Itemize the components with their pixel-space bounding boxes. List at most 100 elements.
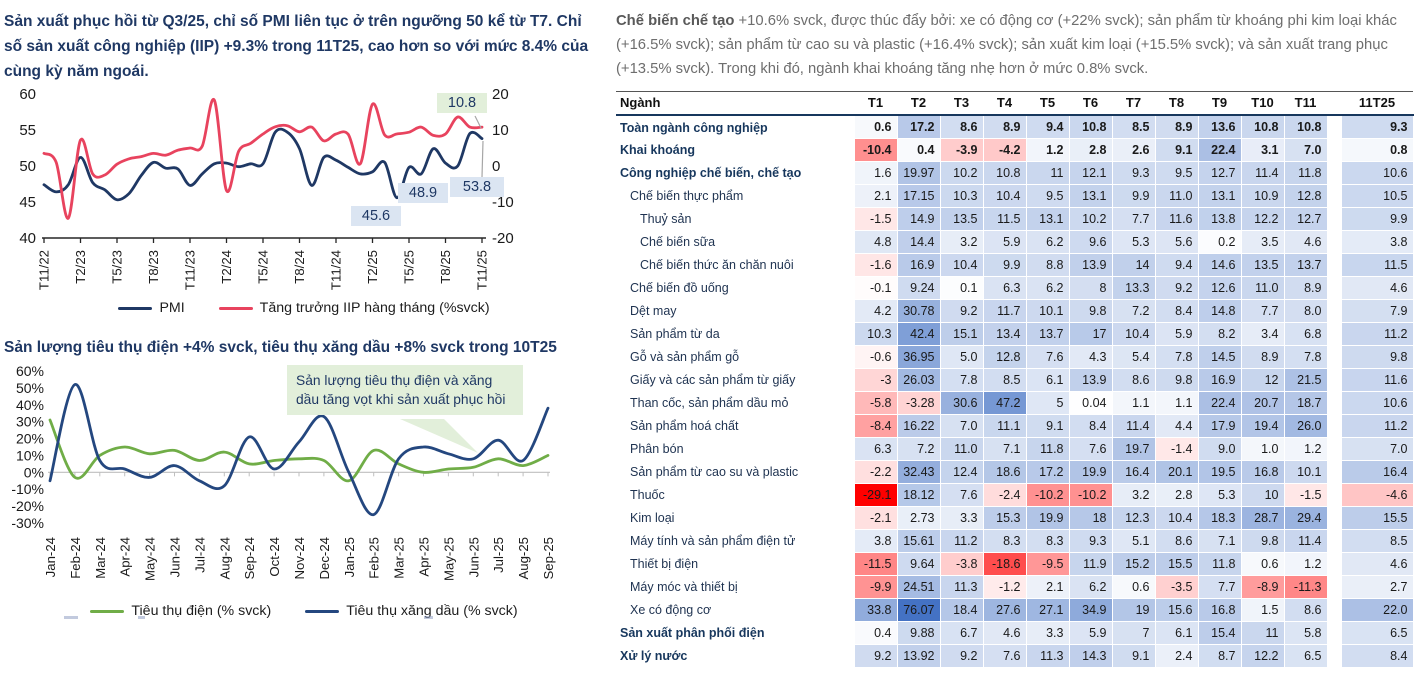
heat-cell: 9.2 <box>939 644 984 669</box>
paragraph-lead: Chế biến chế tạo <box>616 13 735 29</box>
pmi-iip-legend: PMI Tăng trưởng IIP hàng tháng (%svck) <box>0 300 608 316</box>
clipped-source-text <box>64 616 78 620</box>
axis-tick-label: May-25 <box>441 537 456 581</box>
table-row: Sản xuất phân phối điện 0.4 9.88 6.7 4.6 3.3 5… <box>616 621 1414 646</box>
heat-cell: 14.3 <box>1068 644 1113 669</box>
heat-cell: 3.2 <box>939 230 984 255</box>
heat-cell: 7.1 <box>1197 529 1242 554</box>
table-row: Phân bón 6.3 7.2 11.0 7.1 11.8 7.6 19.7 -1.4 9.0 1… <box>616 437 1414 462</box>
spacer-cell <box>1327 460 1341 484</box>
axis-tick-label: Mar-25 <box>392 537 407 579</box>
heat-cell: -3.8 <box>939 552 984 577</box>
heat-cell: 7.7 <box>1197 575 1242 600</box>
heat-cell: 10.9 <box>1240 184 1285 209</box>
heat-cell: 30.6 <box>939 391 984 416</box>
heat-cell: 19.9 <box>1068 460 1113 485</box>
axis-tick-label: T11/24 <box>329 250 344 290</box>
heat-cell: 15.6 <box>1154 598 1199 623</box>
heat-cell: -4.2 <box>982 138 1027 163</box>
heat-cell: 0.4 <box>896 138 941 163</box>
row-label: Giấy và các sản phẩm từ giấy <box>630 373 796 388</box>
spacer-cell <box>1327 368 1341 392</box>
heat-cell: -1.5 <box>853 207 898 232</box>
heat-cell: 7.6 <box>1025 345 1070 370</box>
spacer-cell <box>1327 391 1341 415</box>
heat-cell: 12.2 <box>1240 644 1285 669</box>
energy-legend: Tiêu thụ điện (% svck) Tiêu thụ xăng dầu … <box>0 603 608 619</box>
heat-cell: 10.4 <box>1154 506 1199 531</box>
axis-tick-label: Dec-24 <box>317 537 332 580</box>
axis-tick-label: Jan-25 <box>342 537 357 577</box>
heat-cell: 8.5 <box>1111 114 1156 140</box>
heat-cell: 1.5 <box>1240 598 1285 623</box>
heat-cell: 8.6 <box>1283 598 1328 623</box>
axis-tick-label: T2/24 <box>219 250 234 284</box>
spacer-cell <box>1327 115 1341 139</box>
total-cell: 0.8 <box>1340 138 1414 163</box>
spacer-cell <box>1327 161 1341 185</box>
clipped-source-text <box>424 616 433 620</box>
axis-tick-label: Feb-25 <box>367 537 382 579</box>
heat-cell: 9.88 <box>896 621 941 646</box>
heat-cell: 5.1 <box>1111 529 1156 554</box>
electricity-line <box>48 418 550 483</box>
heat-cell: 5.6 <box>1154 230 1199 255</box>
heat-cell: 0.6 <box>1240 552 1285 577</box>
heat-cell: 8.6 <box>1111 368 1156 393</box>
heat-cell: 0.6 <box>853 114 898 140</box>
total-cell: 9.8 <box>1340 345 1414 370</box>
gasoline-line <box>48 383 550 517</box>
heat-cell: 18.4 <box>939 598 984 623</box>
heat-cell: -10.4 <box>853 138 898 163</box>
total-cell: 7.0 <box>1340 437 1414 462</box>
pmi-iip-chart-title: Sản xuất phục hồi từ Q3/25, chỉ số PMI l… <box>4 13 589 80</box>
row-label: Toàn ngành công nghiệp <box>620 120 768 135</box>
row-label: Máy tính và sản phẩm điện tử <box>630 534 796 549</box>
total-cell: 3.8 <box>1340 230 1414 255</box>
heat-cell: 8.0 <box>1283 299 1328 324</box>
annotation-connector <box>481 141 484 178</box>
column-header: T7 <box>1112 91 1155 117</box>
heat-cell: 8.3 <box>982 529 1027 554</box>
axis-tick-label: Apr-24 <box>118 537 133 577</box>
heat-cell: 9.1 <box>1154 138 1199 163</box>
heat-cell: 3.2 <box>1111 483 1156 508</box>
annotation-pmi-apr25: 45.6 <box>351 206 401 227</box>
heat-cell: 19.5 <box>1197 460 1242 485</box>
heat-cell: 7.0 <box>1283 138 1328 163</box>
heat-cell: 28.7 <box>1240 506 1285 531</box>
heat-cell: 16.8 <box>1197 598 1242 623</box>
heat-cell: 19.9 <box>1025 506 1070 531</box>
heat-cell: 0.4 <box>853 621 898 646</box>
total-cell: 8.4 <box>1340 644 1414 669</box>
heat-cell: 18.12 <box>896 483 941 508</box>
table-row: Thuỷ sản -1.5 14.9 13.5 11.5 13.1 10.2 7.7 11.6 1… <box>616 207 1414 232</box>
heat-cell: -3.9 <box>939 138 984 163</box>
heat-cell: 9.0 <box>1197 437 1242 462</box>
heat-cell: 4.8 <box>853 230 898 255</box>
axis-tick-label: 30% <box>16 414 44 430</box>
legend-swatch <box>118 306 153 310</box>
heat-cell: 3.4 <box>1240 322 1285 347</box>
axis-tick-label: Jun-24 <box>168 537 183 577</box>
heat-cell: 1.2 <box>1025 138 1070 163</box>
heat-cell: 9.24 <box>896 276 941 301</box>
heat-cell: 4.6 <box>1283 230 1328 255</box>
total-cell: 11.2 <box>1340 414 1414 439</box>
axis-tick-label: 10 <box>492 122 509 139</box>
heat-cell: 11.5 <box>982 207 1027 232</box>
table-row: Than cốc, sản phẩm dầu mỏ -5.8 -3.28 30.6 47… <box>616 391 1414 416</box>
column-header: Ngành <box>616 91 854 117</box>
heat-cell: 13.4 <box>982 322 1027 347</box>
heat-cell: -8.9 <box>1240 575 1285 600</box>
heat-cell: 5.3 <box>1197 483 1242 508</box>
heat-cell: 3.8 <box>853 529 898 554</box>
heat-cell: -1.5 <box>1283 483 1328 508</box>
axis-tick-label: Jul-24 <box>192 537 207 573</box>
row-label: Sản phẩm từ cao su và plastic <box>630 465 799 480</box>
row-label: Thiết bị điện <box>630 557 699 572</box>
heat-cell: -9.9 <box>853 575 898 600</box>
heat-cell: 12.6 <box>1197 276 1242 301</box>
heat-cell: 17.2 <box>1025 460 1070 485</box>
table-row: Chế biến thực phẩm 2.1 17.15 10.3 10.4 9.5 13.… <box>616 184 1414 209</box>
